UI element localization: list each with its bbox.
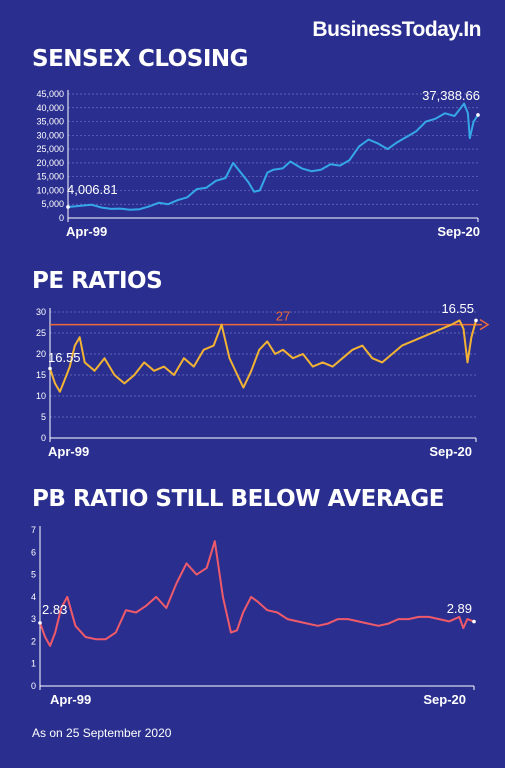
x-end-label: Sep-20	[437, 224, 480, 239]
start-point	[48, 366, 52, 371]
y-tick-label: 6	[31, 547, 36, 557]
y-tick-label: 10	[36, 391, 46, 401]
y-tick-label: 0	[31, 681, 36, 691]
y-tick-label: 20,000	[36, 158, 64, 168]
pb-line-chart: 0 1 2 3 4 5 6 7 2.83 2.89 Apr-99 Sep-20	[31, 525, 476, 707]
reference-label: 27	[276, 309, 290, 324]
y-tick-label: 40,000	[36, 103, 64, 113]
footnote: As on 25 September 2020	[32, 726, 172, 740]
x-start-label: Apr-99	[48, 444, 89, 459]
reference-arrow	[479, 318, 490, 331]
x-start-label: Apr-99	[50, 692, 91, 707]
y-tick-label: 25,000	[36, 144, 64, 154]
y-tick-label: 20	[36, 349, 46, 359]
y-tick-label: 25	[36, 328, 46, 338]
y-tick-label: 7	[31, 525, 36, 535]
y-tick-label: 4	[31, 592, 36, 602]
start-value-label: 16.55	[48, 350, 81, 365]
end-point	[476, 113, 480, 117]
start-point	[38, 621, 42, 625]
y-tick-label: 1	[31, 659, 36, 669]
y-tick-label: 0	[59, 213, 64, 223]
pe-line-chart: 0 5 10 15 20 25 30 27 16.55 16.55 Apr-99 Sep-20	[36, 301, 490, 459]
sensex-line-chart: 0 5,000 10,000 15,000 20,000 25,000 30,000 35,0…	[36, 88, 480, 239]
y-tick-label: 2	[31, 636, 36, 646]
x-end-label: Sep-20	[423, 692, 466, 707]
end-value-label: 2.89	[447, 601, 472, 616]
y-tick-label: 15	[36, 370, 46, 380]
brand-logo: BusinessToday.In	[312, 18, 481, 41]
y-tick-label: 5,000	[41, 199, 64, 209]
start-value-label: 4,006.81	[67, 182, 118, 197]
y-tick-label: 10,000	[36, 185, 64, 195]
y-tick-label: 15,000	[36, 172, 64, 182]
series-line	[49, 319, 477, 393]
end-point	[474, 318, 478, 323]
x-start-label: Apr-99	[66, 224, 107, 239]
x-end-label: Sep-20	[429, 444, 472, 459]
sensex-chart-title: SENSEX CLOSING	[32, 46, 249, 72]
y-tick-label: 3	[31, 614, 36, 624]
y-tick-label: 5	[31, 570, 36, 580]
pb-chart-title: PB RATIO STILL BELOW AVERAGE	[32, 486, 444, 512]
series-line	[39, 540, 475, 647]
end-value-label: 37,388.66	[422, 88, 480, 103]
y-tick-label: 30,000	[36, 130, 64, 140]
end-value-label: 16.55	[441, 301, 474, 316]
y-tick-label: 30	[36, 307, 46, 317]
start-value-label: 2.83	[42, 602, 67, 617]
end-point	[472, 619, 476, 624]
y-tick-label: 35,000	[36, 117, 64, 127]
series-line	[67, 102, 479, 211]
start-point	[66, 205, 70, 209]
y-tick-label: 5	[41, 412, 46, 422]
y-tick-label: 45,000	[36, 89, 64, 99]
pe-chart-title: PE RATIOS	[32, 268, 163, 294]
y-tick-label: 0	[41, 433, 46, 443]
